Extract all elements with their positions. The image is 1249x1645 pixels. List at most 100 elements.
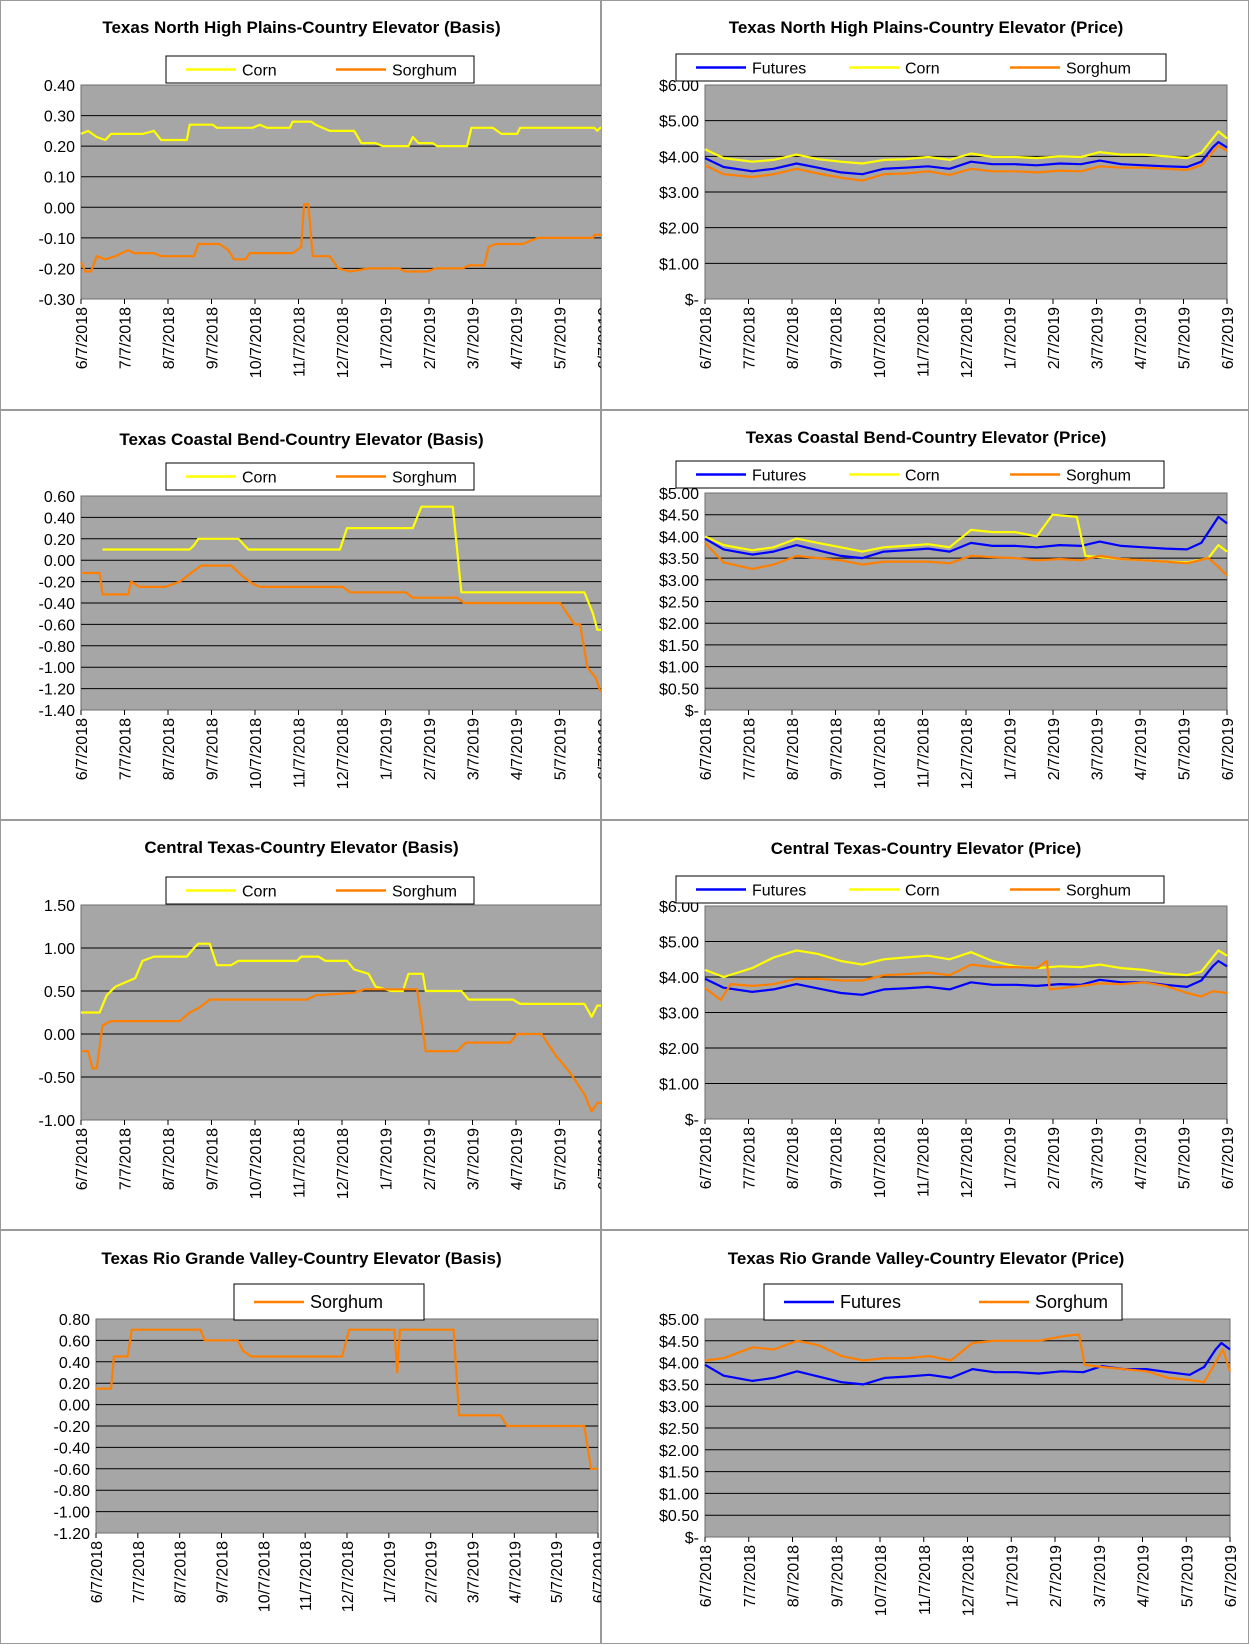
y-tick-label: $1.00: [659, 660, 699, 677]
x-tick-label: 2/7/2019: [422, 1128, 439, 1190]
y-tick-label: $0.50: [659, 681, 699, 698]
legend-label-sorghum: Sorghum: [392, 884, 457, 901]
series-line-corn: [704, 949, 1228, 979]
series-line-corn: [102, 505, 602, 631]
y-tick-label: -0.80: [39, 639, 76, 656]
series-line-futures: [704, 515, 1228, 560]
x-tick-label: 12/7/2018: [335, 307, 352, 378]
chart-title: Texas Coastal Bend-Country Elevator (Bas…: [119, 430, 483, 449]
chart-svg: Texas Rio Grande Valley-Country Elevator…: [54, 1249, 602, 1612]
series-line-sorghum: [81, 988, 602, 1113]
series-line-sorghum: [81, 564, 602, 692]
x-tick-label: 7/7/2018: [742, 307, 759, 369]
chart-legend: Corn Sorghum: [165, 876, 475, 905]
chart-title: Texas North High Plains-Country Elevator…: [729, 18, 1124, 37]
x-tick-label: 8/7/2018: [785, 718, 802, 780]
x-tick-label: 6/7/2018: [74, 718, 91, 780]
x-tick-label: 11/7/2018: [916, 307, 933, 377]
y-tick-label: -0.40: [39, 596, 76, 613]
y-tick-label: $4.50: [659, 508, 699, 525]
chart-svg: Texas Coastal Bend-Country Elevator (Bas…: [39, 430, 602, 789]
x-tick-label: 6/7/2018: [698, 1545, 715, 1607]
y-tick-label: -0.40: [54, 1440, 91, 1457]
y-tick-label: $4.00: [659, 529, 699, 546]
y-tick-label: $2.00: [659, 1443, 699, 1460]
x-tick-label: 11/7/2018: [292, 718, 309, 788]
y-tick-label: 0.20: [59, 1376, 90, 1393]
x-tick-label: 10/7/2018: [873, 1545, 890, 1616]
legend-label-sorghum: Sorghum: [1066, 61, 1131, 78]
chart-title: Texas Coastal Bend-Country Elevator (Pri…: [746, 428, 1107, 447]
series-line-futures: [704, 959, 1228, 996]
y-tick-label: 0.30: [44, 109, 75, 126]
chart-svg: Texas North High Plains-Country Elevator…: [659, 18, 1237, 378]
x-tick-label: 7/7/2018: [118, 307, 135, 369]
x-tick-label: 2/7/2019: [1046, 307, 1063, 369]
legend-label-sorghum: Sorghum: [392, 63, 457, 80]
chart-panel-texas-north-high-plains-country-elevator-basis: Texas North High Plains-Country Elevator…: [0, 0, 602, 410]
x-tick-label: 7/7/2018: [118, 1128, 135, 1190]
x-tick-label: 4/7/2019: [1133, 307, 1150, 369]
x-tick-label: 2/7/2019: [1048, 1545, 1065, 1607]
x-tick-label: 8/7/2018: [785, 1127, 802, 1189]
plot-area: [80, 904, 602, 1121]
y-tick-label: $5.00: [659, 486, 699, 503]
series-line-sorghum: [704, 144, 1228, 182]
y-tick-label: 0.00: [44, 1027, 75, 1044]
chart-panel-central-texas-country-elevator-basis: Central Texas-Country Elevator (Basis) -1…: [0, 820, 602, 1230]
y-tick-label: 0.40: [44, 510, 75, 527]
y-tick-label: $-: [685, 292, 699, 309]
chart-panel-central-texas-country-elevator-price: Central Texas-Country Elevator (Price) $-…: [601, 820, 1249, 1230]
series-line-futures: [704, 141, 1228, 176]
x-tick-label: 9/7/2018: [829, 1127, 846, 1189]
legend-label-corn: Corn: [242, 884, 277, 901]
x-tick-label: 9/7/2018: [205, 307, 222, 369]
chart-svg: Central Texas-Country Elevator (Basis) -1…: [39, 838, 602, 1199]
x-tick-label: 10/7/2018: [256, 1541, 273, 1612]
chart-legend: Corn Sorghum: [165, 55, 475, 84]
x-tick-label: 5/7/2019: [553, 307, 570, 369]
legend-label-sorghum: Sorghum: [1035, 1292, 1108, 1312]
x-tick-label: 5/7/2019: [553, 1128, 570, 1190]
chart-legend: Corn Sorghum: [165, 462, 475, 491]
y-tick-label: -1.20: [39, 682, 76, 699]
x-tick-label: 1/7/2019: [382, 1541, 399, 1603]
x-tick-label: 12/7/2018: [959, 718, 976, 789]
y-tick-label: -0.30: [39, 292, 76, 309]
y-tick-label: $4.00: [659, 149, 699, 166]
y-tick-label: -1.20: [54, 1526, 91, 1543]
chart-title: Texas North High Plains-Country Elevator…: [102, 18, 500, 37]
y-tick-label: $3.50: [659, 1377, 699, 1394]
x-tick-label: 5/7/2019: [1177, 307, 1194, 369]
y-tick-label: -1.40: [39, 703, 76, 720]
x-tick-label: 11/7/2018: [292, 307, 309, 377]
legend-label-futures: Futures: [840, 1292, 901, 1312]
x-tick-label: 7/7/2018: [742, 718, 759, 780]
y-tick-label: -1.00: [39, 660, 76, 677]
x-tick-label: 8/7/2018: [786, 1545, 803, 1607]
y-tick-label: 0.40: [59, 1355, 90, 1372]
x-tick-label: 7/7/2018: [742, 1545, 759, 1607]
y-tick-label: -1.00: [54, 1505, 91, 1522]
x-tick-label: 11/7/2018: [916, 1127, 933, 1197]
x-tick-label: 9/7/2018: [215, 1541, 232, 1603]
y-tick-label: 0.40: [44, 78, 75, 95]
y-tick-label: -0.50: [39, 1070, 76, 1087]
x-tick-label: 6/7/2019: [591, 1541, 602, 1603]
y-tick-label: $3.50: [659, 551, 699, 568]
legend-label-sorghum: Sorghum: [1066, 468, 1131, 485]
y-tick-label: 0.50: [44, 984, 75, 1001]
chart-title: Central Texas-Country Elevator (Basis): [144, 838, 458, 857]
x-tick-label: 11/7/2018: [916, 718, 933, 788]
x-tick-label: 7/7/2018: [118, 718, 135, 780]
y-tick-label: $3.00: [659, 185, 699, 202]
y-tick-label: 0.20: [44, 139, 75, 156]
x-tick-label: 6/7/2019: [596, 718, 602, 780]
chart-legend: Futures Corn Sorghum: [675, 875, 1165, 904]
y-tick-label: 0.10: [44, 170, 75, 187]
legend-label-futures: Futures: [752, 61, 806, 78]
x-tick-label: 6/7/2018: [698, 307, 715, 369]
x-tick-label: 9/7/2018: [829, 1545, 846, 1607]
series-line-sorghum: [704, 1333, 1232, 1384]
y-tick-label: $3.00: [659, 1399, 699, 1416]
